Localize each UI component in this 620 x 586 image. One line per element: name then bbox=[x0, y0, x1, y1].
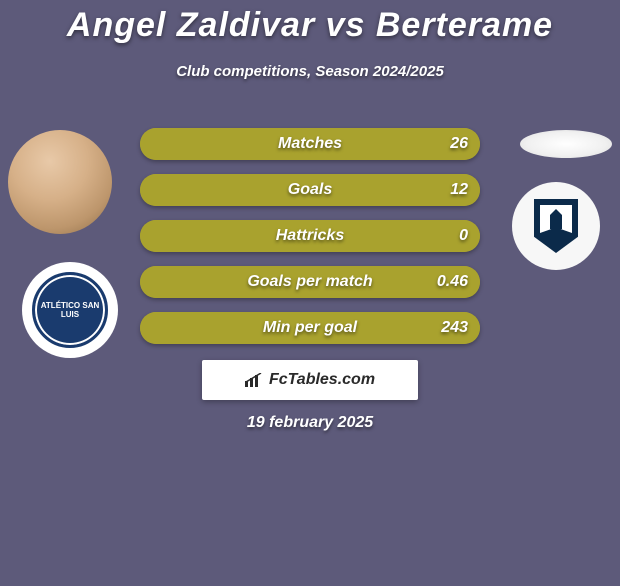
page-title: Angel Zaldivar vs Berterame bbox=[0, 6, 620, 45]
footer-logo: FcTables.com bbox=[202, 360, 418, 400]
chart-icon bbox=[245, 373, 263, 387]
stat-bar-val-right: 0.46 bbox=[437, 266, 468, 298]
subtitle: Club competitions, Season 2024/2025 bbox=[0, 63, 620, 80]
stat-bar-right-fill bbox=[140, 128, 480, 160]
stat-bar-val-right: 12 bbox=[450, 174, 468, 206]
footer-logo-text: FcTables.com bbox=[269, 371, 375, 389]
player-right-avatar bbox=[520, 130, 612, 158]
club-badge-right bbox=[512, 182, 600, 270]
comparison-date: 19 february 2025 bbox=[0, 414, 620, 432]
stat-bar: Goals per match0.46 bbox=[140, 266, 480, 298]
stat-bar-val-right: 26 bbox=[450, 128, 468, 160]
stat-bar-right-fill bbox=[140, 312, 480, 344]
club-badge-right-shield-icon bbox=[534, 199, 578, 253]
stat-bar-val-right: 0 bbox=[459, 220, 468, 252]
club-badge-left-inner: ATLÉTICO SAN LUIS bbox=[32, 272, 108, 348]
stat-bar: Goals12 bbox=[140, 174, 480, 206]
stat-bars: Matches26 Goals12 Hattricks0 Goals per matc… bbox=[140, 128, 480, 358]
stat-bar: Matches26 bbox=[140, 128, 480, 160]
stat-bar: Min per goal243 bbox=[140, 312, 480, 344]
stat-bar: Hattricks0 bbox=[140, 220, 480, 252]
stat-bar-right-fill bbox=[140, 220, 480, 252]
stat-bar-right-fill bbox=[140, 266, 480, 298]
stat-bar-right-fill bbox=[140, 174, 480, 206]
player-left-avatar bbox=[8, 130, 112, 234]
stat-bar-val-right: 243 bbox=[441, 312, 468, 344]
club-badge-left: ATLÉTICO SAN LUIS bbox=[22, 262, 118, 358]
